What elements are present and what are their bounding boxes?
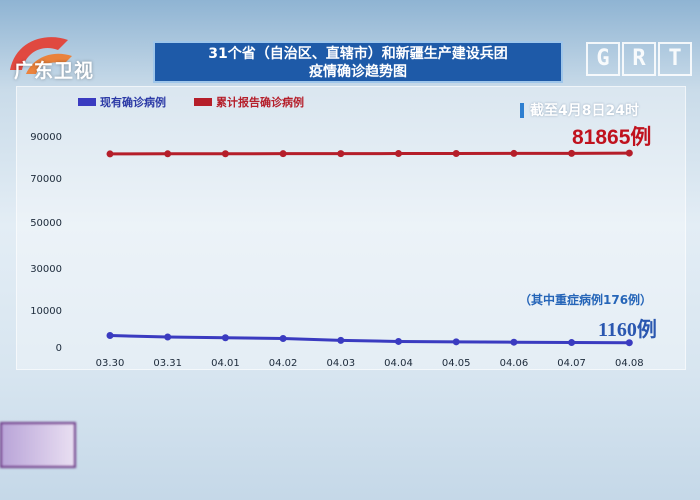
chart-title-box: 31个省（自治区、直辖市）和新疆生产建设兵团 疫情确诊趋势图	[153, 41, 563, 83]
x-tick-label: 04.05	[442, 358, 471, 369]
data-point-current	[395, 337, 402, 345]
legend-swatch-total	[194, 98, 212, 106]
data-point-total	[568, 149, 576, 157]
data-point-total	[625, 149, 633, 157]
as-of-label: 截至4月8日24时	[520, 100, 639, 120]
y-tick-label: 30000	[30, 264, 62, 275]
data-point-current	[510, 338, 518, 346]
data-point-current	[568, 339, 576, 347]
x-tick-label: 04.06	[500, 358, 529, 369]
data-point-total	[395, 150, 402, 158]
legend-item-current: 现有确诊病例	[78, 94, 166, 110]
data-point-current	[625, 339, 633, 347]
chart-title-line2: 疫情确诊趋势图	[309, 64, 407, 80]
as-of-marker	[520, 102, 524, 118]
watermark-letter: G	[586, 42, 620, 76]
data-point-current	[106, 332, 114, 340]
data-point-total	[164, 150, 172, 158]
channel-logo-text: 广东卫视	[14, 60, 95, 82]
severe-note: （其中重症病例176例）	[519, 293, 653, 307]
data-point-total	[452, 149, 460, 157]
legend-label-total: 累计报告确诊病例	[216, 96, 304, 109]
series-line-current	[109, 334, 630, 345]
data-point-current	[279, 334, 287, 342]
data-point-current	[164, 333, 172, 341]
x-tick-label: 04.08	[615, 358, 644, 369]
channel-logo-icon	[10, 37, 72, 74]
y-tick-label: 90000	[30, 132, 62, 143]
data-point-current	[221, 334, 229, 342]
series-line-total	[109, 151, 630, 156]
x-tick-label: 04.01	[211, 358, 240, 369]
blurred-caption	[0, 422, 76, 468]
x-tick-label: 04.07	[557, 358, 586, 369]
data-point-total	[106, 150, 114, 158]
y-tick-label: 10000	[30, 306, 62, 317]
current-callout: 1160例	[598, 319, 657, 341]
legend-label-current: 现有确诊病例	[100, 96, 166, 109]
total-callout: 81865例	[572, 126, 652, 149]
data-point-total	[221, 150, 229, 158]
x-tick-label: 03.30	[96, 358, 125, 369]
data-point-total	[279, 150, 287, 158]
x-tick-label: 04.03	[326, 358, 355, 369]
x-tick-label: 03.31	[153, 358, 182, 369]
legend-item-total: 累计报告确诊病例	[194, 94, 304, 110]
data-point-current	[337, 336, 345, 344]
data-point-current	[452, 338, 460, 346]
chart-panel	[16, 86, 686, 370]
data-point-total	[510, 149, 518, 157]
channel-watermark: G R T	[586, 42, 692, 76]
y-tick-label: 70000	[30, 174, 62, 185]
chart-title-line1: 31个省（自治区、直辖市）和新疆生产建设兵团	[208, 46, 508, 62]
x-tick-label: 04.02	[269, 358, 298, 369]
watermark-letter: T	[658, 42, 692, 76]
watermark-letter: R	[622, 42, 656, 76]
y-tick-label: 0	[56, 343, 62, 354]
legend-swatch-current	[78, 98, 96, 106]
x-tick-label: 04.04	[384, 358, 413, 369]
y-tick-label: 50000	[30, 218, 62, 229]
data-point-total	[337, 150, 345, 158]
as-of-text: 截至4月8日24时	[530, 103, 639, 119]
